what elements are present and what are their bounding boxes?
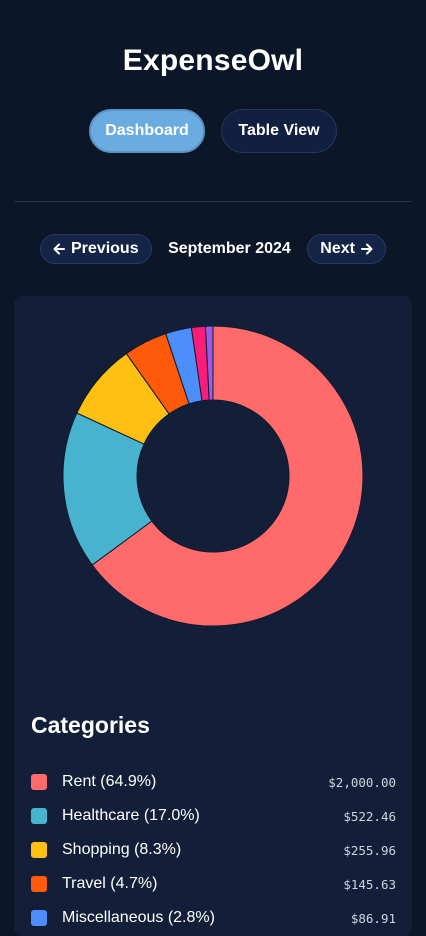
- category-amount: $2,000.00: [328, 775, 396, 790]
- view-tabs: Dashboard Table View: [0, 109, 426, 153]
- categories-heading: Categories: [31, 712, 150, 739]
- category-name: Healthcare (17.0%): [62, 807, 200, 825]
- category-name: Travel (4.7%): [62, 875, 157, 893]
- previous-month-label: Previous: [71, 240, 139, 258]
- arrow-left-icon: [53, 243, 65, 255]
- category-color-swatch: [31, 774, 47, 790]
- app-title: ExpenseOwl: [0, 44, 426, 78]
- previous-month-button[interactable]: Previous: [40, 234, 152, 264]
- next-month-label: Next: [320, 240, 355, 258]
- category-label-group: Healthcare (17.0%): [31, 807, 200, 825]
- category-color-swatch: [31, 808, 47, 824]
- category-row: Rent (64.9%) $2,000.00: [31, 765, 396, 799]
- tab-dashboard[interactable]: Dashboard: [89, 109, 205, 153]
- category-amount: $86.91: [351, 911, 396, 926]
- arrow-right-icon: [361, 243, 373, 255]
- category-list: Rent (64.9%) $2,000.00 Healthcare (17.0%) $…: [31, 765, 396, 935]
- category-color-swatch: [31, 842, 47, 858]
- category-row: Healthcare (17.0%) $522.46: [31, 799, 396, 833]
- category-amount: $255.96: [343, 843, 396, 858]
- category-label-group: Miscellaneous (2.8%): [31, 909, 215, 927]
- header-divider: [14, 201, 412, 202]
- category-row: Shopping (8.3%) $255.96: [31, 833, 396, 867]
- dashboard-card: Categories Rent (64.9%) $2,000.00 Healthca…: [14, 296, 412, 936]
- category-label-group: Travel (4.7%): [31, 875, 157, 893]
- category-amount: $522.46: [343, 809, 396, 824]
- tab-table-view[interactable]: Table View: [221, 109, 337, 153]
- category-color-swatch: [31, 910, 47, 926]
- month-navigation: Previous September 2024 Next: [40, 234, 386, 264]
- category-row: Miscellaneous (2.8%) $86.91: [31, 901, 396, 935]
- category-row: Travel (4.7%) $145.63: [31, 867, 396, 901]
- category-label-group: Shopping (8.3%): [31, 841, 181, 859]
- category-color-swatch: [31, 876, 47, 892]
- category-label-group: Rent (64.9%): [31, 773, 156, 791]
- next-month-button[interactable]: Next: [307, 234, 386, 264]
- category-name: Miscellaneous (2.8%): [62, 909, 215, 927]
- category-amount: $145.63: [343, 877, 396, 892]
- category-name: Shopping (8.3%): [62, 841, 181, 859]
- current-month: September 2024: [168, 240, 291, 258]
- category-name: Rent (64.9%): [62, 773, 156, 791]
- expense-donut-chart: [14, 322, 412, 632]
